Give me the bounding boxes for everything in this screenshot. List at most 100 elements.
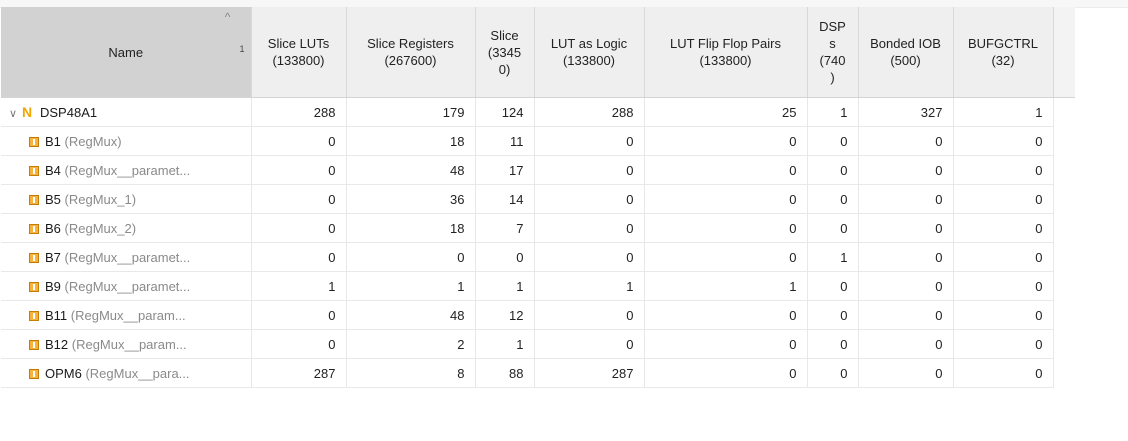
value-cell: 327: [858, 97, 954, 127]
column-header-lut-flip-flop-pairs[interactable]: LUT Flip Flop Pairs (133800): [644, 7, 808, 98]
value-cell: 0: [858, 358, 954, 388]
column-header-slice-luts[interactable]: Slice LUTs (133800): [251, 7, 347, 98]
value-cell: 0: [953, 126, 1054, 156]
value-cell: 0: [858, 155, 954, 185]
value-cell: 8: [346, 358, 476, 388]
value-cell: 1: [807, 97, 859, 127]
table-row[interactable]: B4 (RegMux__paramet... 0 48 17 0 0 0 0 0: [1, 155, 1075, 185]
name-cell[interactable]: B4 (RegMux__paramet...: [1, 155, 252, 185]
instance-icon: [29, 339, 39, 350]
filler-cell: [1053, 185, 1075, 214]
name-cell[interactable]: B6 (RegMux_2): [1, 213, 252, 243]
module-name: (RegMux__paramet...: [60, 249, 191, 265]
value-cell: 0: [858, 213, 954, 243]
module-name: (RegMux_2): [60, 220, 137, 236]
filler-cell: [1053, 272, 1075, 301]
column-header-name[interactable]: ^ Name 1: [1, 7, 252, 98]
value-cell: 12: [475, 300, 535, 330]
instance-name: B6: [45, 220, 61, 236]
value-cell: 17: [475, 155, 535, 185]
name-cell[interactable]: B7 (RegMux__paramet...: [1, 242, 252, 272]
value-cell: 0: [644, 329, 808, 359]
instance-name: DSP48A1: [40, 105, 98, 120]
name-cell[interactable]: B1 (RegMux): [1, 126, 252, 156]
value-cell: 0: [346, 242, 476, 272]
value-cell: 287: [534, 358, 645, 388]
table-row[interactable]: B11 (RegMux__param... 0 48 12 0 0 0 0 0: [1, 300, 1075, 330]
value-cell: 88: [475, 358, 535, 388]
name-cell[interactable]: B12 (RegMux__param...: [1, 329, 252, 359]
name-cell[interactable]: B9 (RegMux__paramet...: [1, 271, 252, 301]
value-cell: 0: [644, 184, 808, 214]
value-cell: 36: [346, 184, 476, 214]
value-cell: 0: [534, 155, 645, 185]
value-cell: 0: [858, 242, 954, 272]
column-header-lut-as-logic[interactable]: LUT as Logic (133800): [534, 7, 645, 98]
table-row[interactable]: B6 (RegMux_2) 0 18 7 0 0 0 0 0: [1, 213, 1075, 243]
name-cell[interactable]: OPM6 (RegMux__para...: [1, 358, 252, 388]
value-cell: 0: [953, 213, 1054, 243]
value-cell: 0: [858, 271, 954, 301]
sort-order-number: 1: [239, 44, 245, 54]
instance-icon: [29, 368, 39, 379]
name-cell[interactable]: B11 (RegMux__param...: [1, 300, 252, 330]
filler-cell: [1053, 301, 1075, 330]
value-cell: 0: [807, 126, 859, 156]
column-header-label: Name: [108, 44, 144, 60]
module-name: (RegMux__param...: [67, 307, 186, 323]
value-cell: 0: [251, 242, 347, 272]
netlist-n-icon: N: [22, 104, 33, 120]
value-cell: 48: [346, 300, 476, 330]
table-row[interactable]: OPM6 (RegMux__para... 287 8 88 287 0 0 0 0: [1, 358, 1075, 388]
value-cell: 1: [644, 271, 808, 301]
filler-cell: [1053, 214, 1075, 243]
instance-name: B7: [45, 249, 61, 265]
table-row[interactable]: ∨ N DSP48A1 288 179 124 288 25 1 327 1: [1, 97, 1075, 127]
value-cell: 0: [251, 184, 347, 214]
table-row[interactable]: B12 (RegMux__param... 0 2 1 0 0 0 0 0: [1, 329, 1075, 359]
module-name: (RegMux): [60, 133, 122, 149]
value-cell: 287: [251, 358, 347, 388]
value-cell: 0: [807, 271, 859, 301]
instance-icon: [29, 252, 39, 263]
filler-cell: [1053, 243, 1075, 272]
table-row[interactable]: B9 (RegMux__paramet... 1 1 1 1 1 0 0 0: [1, 271, 1075, 301]
value-cell: 0: [534, 213, 645, 243]
column-header-slice-registers[interactable]: Slice Registers (267600): [346, 7, 476, 98]
filler-cell: [1053, 127, 1075, 156]
instance-icon: [29, 136, 39, 147]
value-cell: 0: [644, 155, 808, 185]
column-header-bonded-iob[interactable]: Bonded IOB (500): [858, 7, 954, 98]
table-row[interactable]: B5 (RegMux_1) 0 36 14 0 0 0 0 0: [1, 184, 1075, 214]
column-header-bufgctrl[interactable]: BUFGCTRL (32): [953, 7, 1054, 98]
value-cell: 0: [251, 155, 347, 185]
value-cell: 0: [807, 184, 859, 214]
name-cell[interactable]: ∨ N DSP48A1: [1, 97, 252, 127]
value-cell: 0: [644, 126, 808, 156]
value-cell: 288: [251, 97, 347, 127]
value-cell: 0: [807, 213, 859, 243]
value-cell: 2: [346, 329, 476, 359]
table-row[interactable]: B1 (RegMux) 0 18 11 0 0 0 0 0: [1, 126, 1075, 156]
value-cell: 0: [953, 184, 1054, 214]
filler-cell: [1053, 359, 1075, 388]
value-cell: 0: [953, 155, 1054, 185]
value-cell: 0: [858, 329, 954, 359]
instance-icon: [29, 223, 39, 234]
chevron-down-icon[interactable]: ∨: [9, 108, 18, 120]
value-cell: 0: [953, 358, 1054, 388]
filler-cell: [1053, 98, 1075, 127]
name-cell[interactable]: B5 (RegMux_1): [1, 184, 252, 214]
sort-ascending-icon[interactable]: ^: [224, 10, 231, 24]
column-header-slice[interactable]: Slice (3345 0): [475, 7, 535, 98]
column-header-dsps[interactable]: DSP s (740 ): [807, 7, 859, 98]
value-cell: 1: [534, 271, 645, 301]
value-cell: 0: [475, 242, 535, 272]
table-row[interactable]: B7 (RegMux__paramet... 0 0 0 0 0 1 0 0: [1, 242, 1075, 272]
value-cell: 0: [251, 126, 347, 156]
value-cell: 0: [534, 329, 645, 359]
instance-name: B12: [45, 336, 69, 352]
instance-name: B1: [45, 133, 61, 149]
value-cell: 0: [534, 184, 645, 214]
value-cell: 7: [475, 213, 535, 243]
